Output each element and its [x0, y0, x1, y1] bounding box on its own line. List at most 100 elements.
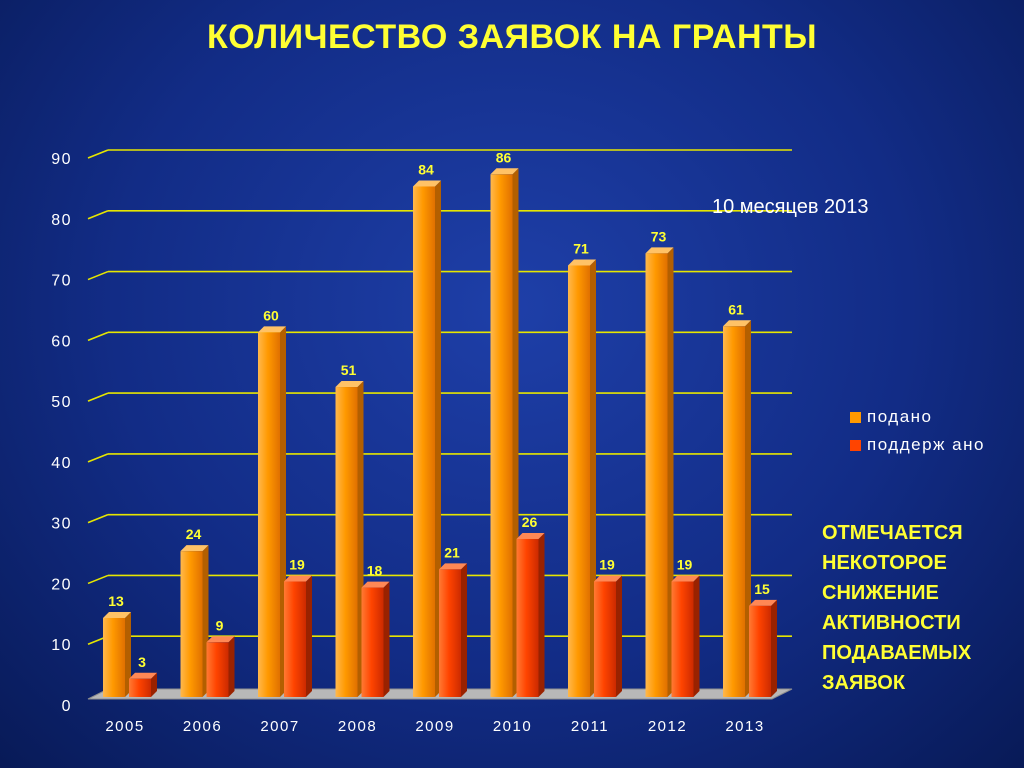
bar-supported-side: [538, 532, 545, 697]
gridline-side: [87, 392, 109, 402]
bar-supported-top: [749, 599, 777, 606]
x-tick-label: 2007: [260, 718, 299, 735]
bar-submitted-top: [723, 320, 751, 327]
comment-line: АКТИВНОСТИ: [822, 612, 961, 634]
data-label-submitted: 84: [418, 161, 434, 177]
y-tick-label: 50: [51, 394, 72, 411]
data-label-supported: 19: [289, 557, 305, 573]
bar-submitted-top: [180, 545, 209, 552]
legend-swatch-submitted: [850, 411, 861, 423]
gridline-side: [87, 574, 109, 585]
x-tick-label: 2012: [648, 718, 687, 735]
bar-submitted: [723, 326, 745, 697]
gridline-side: [87, 513, 109, 524]
y-tick-label: 40: [51, 455, 72, 472]
bar-submitted: [180, 551, 203, 697]
bar-submitted: [645, 253, 668, 698]
bar-supported-side: [306, 575, 312, 697]
bar-submitted-side: [125, 611, 131, 697]
y-tick-label: 10: [51, 637, 72, 654]
bar-submitted: [258, 332, 280, 697]
data-label-supported: 3: [138, 654, 146, 670]
period-note: 10 месяцев 2013: [712, 196, 869, 218]
data-label-submitted: 24: [186, 526, 202, 542]
x-tick-label: 2005: [105, 718, 144, 735]
data-label-supported: 21: [444, 544, 460, 560]
comment-line: ПОДАВАЕМЫХ: [822, 642, 972, 664]
comment-text: ОТМЕЧАЕТСЯ НЕКОТОРОЕ СНИЖЕНИЕ АКТИВНОСТИ…: [822, 518, 1022, 698]
x-tick-label: 2006: [183, 718, 222, 735]
y-tick-label: 90: [51, 151, 72, 168]
bar-supported-top: [361, 581, 390, 588]
data-label-submitted: 13: [108, 593, 124, 609]
bar-supported-top: [206, 636, 235, 643]
bar-supported-top: [439, 563, 467, 570]
bar-supported-side: [616, 575, 622, 697]
legend-item-submitted: подано: [850, 405, 985, 429]
bar-supported: [516, 538, 539, 697]
data-label-submitted: 71: [573, 240, 589, 256]
bar-submitted-top: [103, 611, 131, 618]
x-tick-label: 2008: [338, 718, 377, 735]
bar-supported: [284, 581, 306, 697]
bar-submitted: [413, 186, 435, 697]
bar-submitted-top: [413, 180, 441, 187]
legend-item-supported: поддерж ано: [850, 433, 985, 457]
bar-submitted: [103, 617, 125, 697]
data-label-submitted: 61: [728, 301, 744, 317]
bar-supported: [749, 605, 771, 697]
bar-submitted-side: [745, 320, 751, 697]
bar-submitted: [335, 387, 358, 697]
bar-supported-side: [693, 575, 700, 697]
bar-submitted-top: [258, 326, 286, 333]
bar-submitted-top: [645, 247, 674, 254]
data-label-supported: 18: [367, 563, 383, 579]
bar-submitted: [490, 174, 513, 698]
slide-title: КОЛИЧЕСТВО ЗАЯВОК НА ГРАНТЫ: [206, 18, 818, 56]
bar-supported: [671, 581, 694, 697]
bar-submitted-side: [435, 180, 441, 697]
legend-label-supported: поддерж ано: [867, 435, 985, 454]
bar-supported: [206, 642, 229, 697]
x-tick-label: 2013: [725, 718, 764, 735]
legend-label-submitted: подано: [867, 407, 933, 426]
x-tick-label: 2010: [493, 718, 532, 735]
data-label-submitted: 86: [496, 149, 512, 165]
gridline-side: [87, 149, 109, 159]
bar-supported: [361, 587, 384, 697]
data-label-supported: 15: [754, 581, 770, 597]
gridline-side: [87, 331, 109, 342]
gridline-side: [87, 210, 109, 220]
comment-line: ОТМЕЧАЕТСЯ: [822, 522, 963, 544]
bar-supported: [594, 581, 616, 697]
data-label-supported: 26: [522, 514, 538, 530]
comment-line: СНИЖЕНИЕ: [822, 582, 939, 604]
y-tick-label: 70: [51, 273, 72, 290]
data-label-submitted: 51: [341, 362, 357, 378]
data-label-supported: 19: [599, 557, 615, 573]
bar-supported-side: [228, 636, 235, 697]
x-tick-label: 2009: [415, 718, 454, 735]
bar-supported: [129, 678, 151, 697]
bar-supported-top: [284, 575, 312, 582]
bar-submitted-top: [568, 259, 596, 266]
bar-supported-side: [461, 563, 467, 697]
bar-supported-top: [671, 575, 700, 582]
bar-supported: [439, 569, 461, 697]
bar-submitted: [568, 265, 590, 697]
data-label-submitted: 60: [263, 307, 279, 323]
legend-swatch-supported: [850, 439, 861, 451]
bar-supported-top: [129, 672, 157, 679]
y-tick-label: 20: [51, 576, 72, 593]
bar-supported-top: [594, 575, 622, 582]
data-label-submitted: 73: [651, 228, 667, 244]
data-label-supported: 19: [677, 557, 693, 573]
y-tick-label: 80: [51, 212, 72, 229]
x-tick-label: 2011: [571, 718, 609, 735]
comment-line: ЗАЯВОК: [822, 672, 906, 694]
bar-supported-top: [516, 532, 545, 539]
chart-legend: подано поддерж ано: [850, 405, 985, 461]
bar-supported-side: [383, 581, 390, 697]
bar-submitted-top: [335, 381, 364, 388]
